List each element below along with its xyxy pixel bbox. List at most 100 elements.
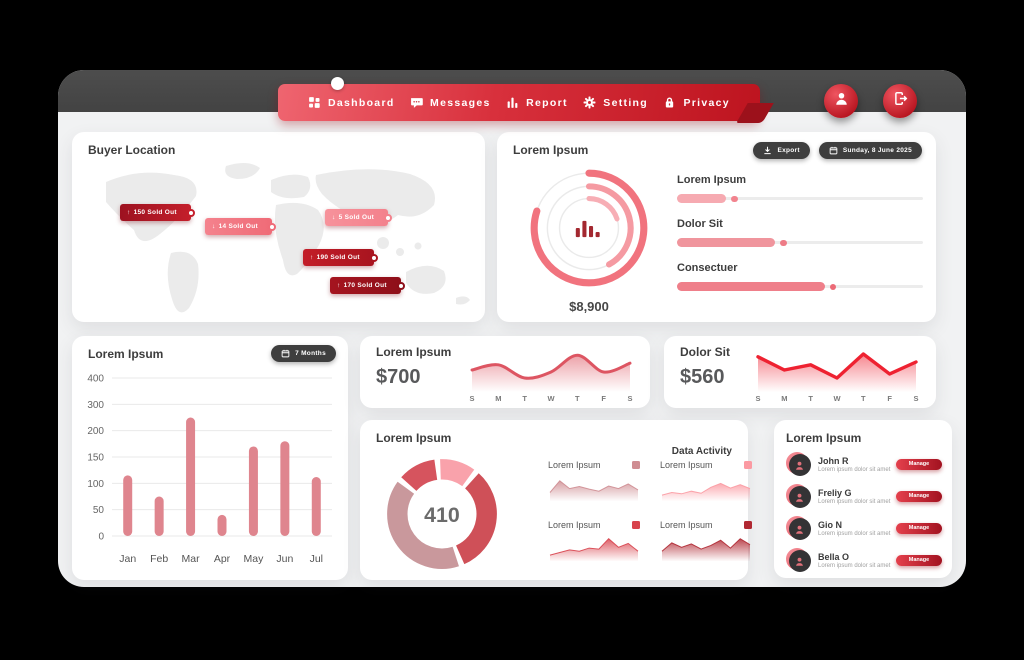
calendar-icon — [829, 146, 838, 155]
sold-out-map-tag: ↓ 5 Sold Out — [325, 209, 393, 226]
sold-out-label: 170 Sold Out — [343, 282, 387, 289]
svg-text:T: T — [808, 394, 813, 403]
nav-item-messages[interactable]: Messages — [410, 96, 491, 109]
main-nav: Dashboard Messages Report Setting Privac… — [278, 77, 774, 123]
svg-text:150: 150 — [87, 453, 104, 464]
profile-button[interactable] — [824, 84, 858, 118]
calendar-icon — [281, 349, 290, 358]
monthly-bar-chart: 0 50 100 150 200 300 400 Jan Feb Mar Apr May Jun Jul — [87, 374, 332, 565]
nav-item-setting[interactable]: Setting — [583, 96, 648, 109]
svg-text:S: S — [469, 394, 474, 403]
user-icon — [796, 557, 803, 566]
svg-text:400: 400 — [87, 374, 104, 385]
sold-out-map-tag: ↑ 170 Sold Out — [330, 277, 405, 294]
tag-pin-dot — [267, 222, 276, 231]
svg-text:50: 50 — [93, 505, 105, 516]
panel-title: Buyer Location — [88, 143, 176, 157]
svg-text:Jul: Jul — [310, 553, 323, 565]
setting-icon — [583, 96, 596, 109]
svg-text:Feb: Feb — [150, 553, 168, 565]
users-panel: Lorem Ipsum John R Lorem ipsum dolor sit… — [774, 420, 952, 578]
sold-out-label: 5 Sold Out — [338, 214, 375, 221]
manage-button[interactable]: Manage — [896, 458, 942, 470]
svg-text:F: F — [601, 394, 606, 403]
user-name: John R — [818, 455, 849, 466]
progress-slider[interactable] — [677, 238, 923, 247]
period-picker-button[interactable]: 7 Months — [271, 345, 336, 362]
manage-button[interactable]: Manage — [896, 554, 942, 566]
user-description: Lorem ipsum dolor sit amet — [818, 498, 891, 505]
donut-chart: 410 — [387, 459, 497, 569]
export-button[interactable]: Export — [753, 142, 810, 159]
nav-item-label: Privacy — [683, 96, 730, 109]
panel-title: Lorem Ipsum — [376, 345, 452, 359]
svg-text:300: 300 — [87, 400, 104, 411]
manage-button[interactable]: Manage — [896, 522, 942, 534]
panel-title: Lorem Ipsum — [513, 143, 589, 157]
trend-arrow-icon: ↓ — [332, 214, 336, 221]
panel-title: Lorem Ipsum — [376, 431, 452, 445]
data-activity-title: Data Activity — [671, 446, 732, 457]
svg-text:0: 0 — [98, 532, 104, 543]
stat-value: $700 — [376, 366, 421, 388]
week-stat-panel-1: Lorem Ipsum $700 S M T W T F S — [360, 336, 650, 408]
progress-slider[interactable] — [677, 194, 923, 203]
svg-text:410: 410 — [424, 503, 460, 527]
legend-swatch — [744, 461, 752, 469]
tag-pin-dot — [186, 208, 195, 217]
slider-handle[interactable] — [731, 195, 738, 202]
activity-panel: Lorem Ipsum Data Activity 410 Lorem Ipsu… — [360, 420, 752, 580]
avatar — [786, 483, 811, 509]
nav-item-label: Dashboard — [328, 96, 395, 109]
svg-text:May: May — [244, 553, 265, 565]
avatar — [786, 515, 811, 541]
svg-text:T: T — [861, 394, 866, 403]
user-description: Lorem ipsum dolor sit amet — [818, 530, 891, 537]
svg-text:W: W — [833, 394, 841, 403]
mini-area-chart — [549, 538, 639, 561]
nav-item-label: Setting — [603, 96, 648, 109]
svg-text:S: S — [755, 394, 760, 403]
report-icon — [506, 96, 519, 109]
user-description: Lorem ipsum dolor sit amet — [818, 466, 891, 473]
mini-area-chart — [661, 482, 751, 501]
panel-title: Lorem Ipsum — [88, 347, 164, 361]
user-icon — [834, 91, 849, 111]
date-picker-button[interactable]: Sunday, 8 June 2025 — [818, 142, 922, 159]
nav-item-report[interactable]: Report — [506, 96, 568, 109]
logout-button[interactable] — [883, 84, 917, 118]
user-description: Lorem ipsum dolor sit amet — [818, 562, 891, 569]
tag-pin-dot — [369, 253, 378, 262]
trend-arrow-icon: ↑ — [310, 254, 314, 261]
slider-handle[interactable] — [780, 239, 787, 246]
legend-swatch — [632, 461, 640, 469]
svg-text:Mar: Mar — [182, 553, 201, 565]
user-list-item: John R Lorem ipsum dolor sit amet Manage — [786, 451, 942, 476]
panel-title: Dolor Sit — [680, 345, 730, 359]
week-stat-panel-2: Dolor Sit $560 S M T W T F S — [664, 336, 936, 408]
active-tab-indicator-dot — [331, 77, 344, 90]
radial-progress-chart — [530, 169, 648, 287]
overview-panel: Lorem Ipsum Export Sunday, 8 June 2025 $… — [497, 132, 936, 322]
svg-text:T: T — [575, 394, 580, 403]
svg-text:S: S — [627, 394, 632, 403]
mini-chart-label: Lorem Ipsum — [660, 460, 713, 470]
progress-slider[interactable] — [677, 282, 923, 291]
slider-handle[interactable] — [829, 283, 837, 290]
trend-arrow-icon: ↑ — [337, 282, 341, 289]
trend-arrow-icon: ↑ — [127, 209, 131, 216]
user-icon — [796, 461, 803, 470]
mini-area-chart — [549, 480, 639, 501]
nav-item-privacy[interactable]: Privacy — [663, 96, 729, 109]
svg-text:M: M — [781, 394, 787, 403]
sold-out-map-tag: ↑ 150 Sold Out — [120, 204, 195, 221]
sold-out-map-tag: ↑ 190 Sold Out — [303, 249, 378, 266]
user-name: Bella O — [818, 551, 850, 562]
mini-chart-label: Lorem Ipsum — [548, 520, 601, 530]
nav-item-dashboard[interactable]: Dashboard — [308, 96, 395, 109]
manage-button[interactable]: Manage — [896, 490, 942, 502]
slider-label: Consectuer — [677, 262, 738, 274]
user-name: Freliy G — [818, 487, 852, 498]
sold-out-map-tag: ↓ 14 Sold Out — [205, 218, 276, 235]
